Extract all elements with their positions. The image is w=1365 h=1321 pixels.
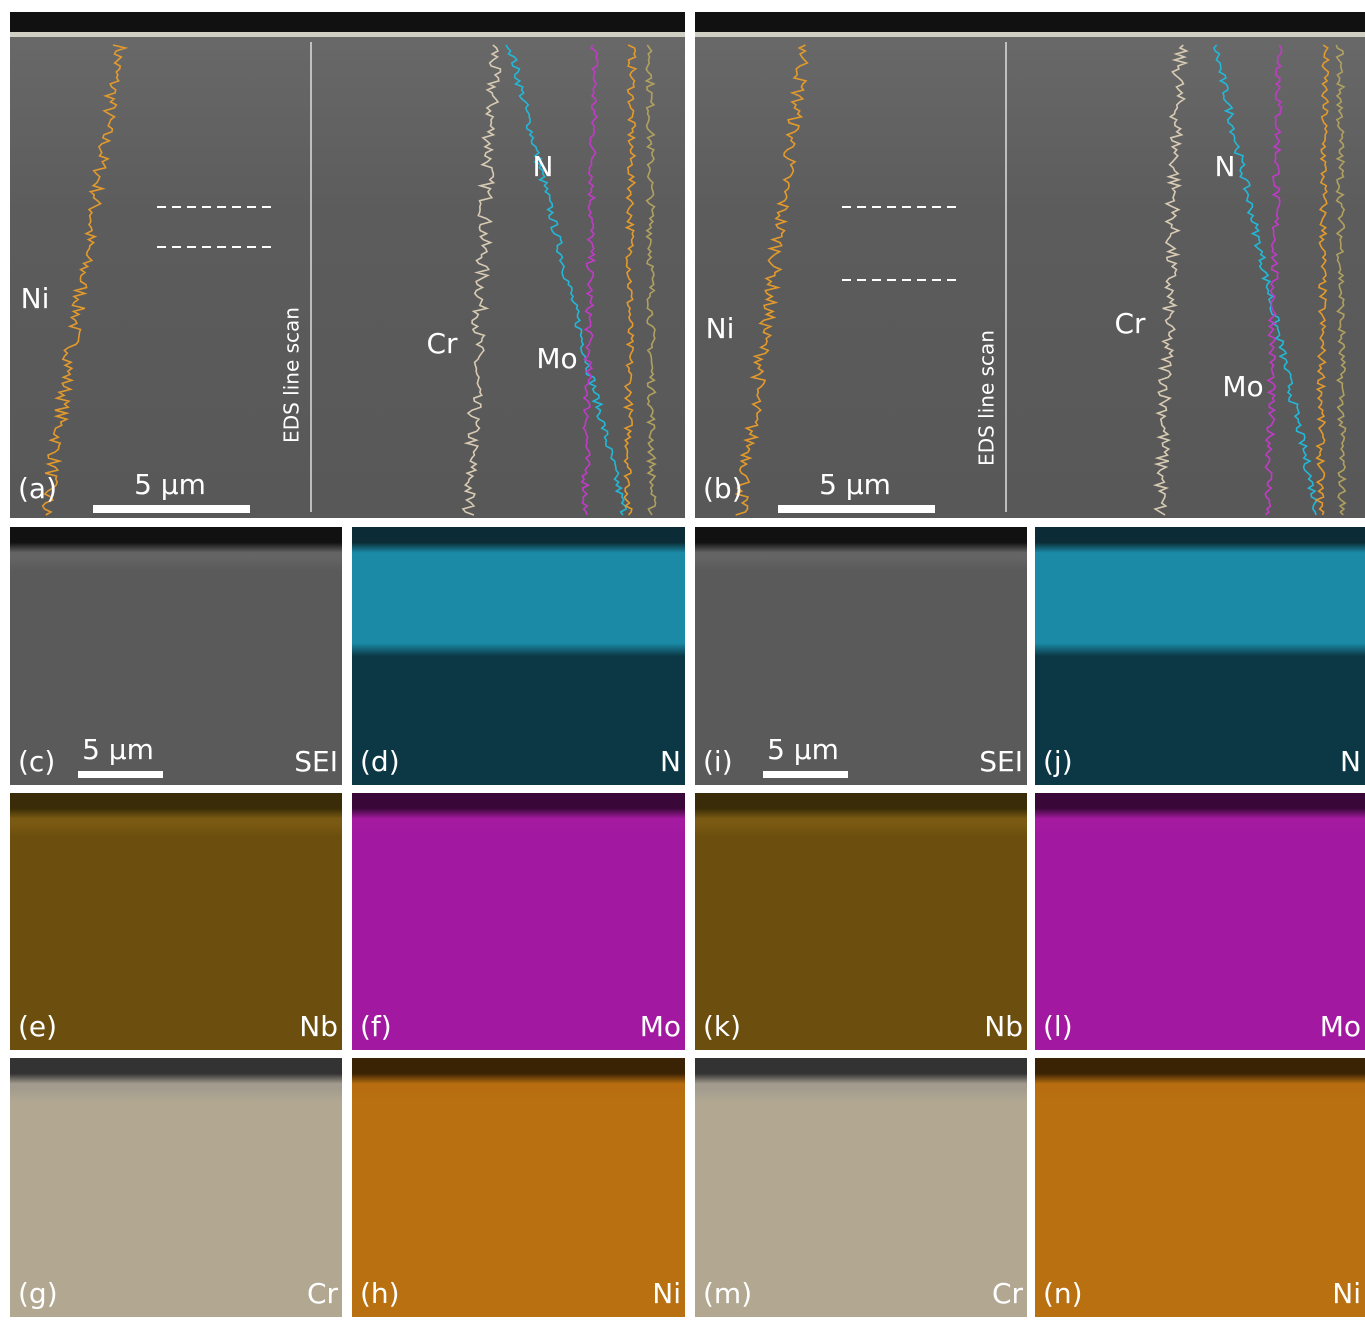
element-label: Ni — [21, 282, 50, 315]
element-name: Mo — [640, 1010, 681, 1043]
map-image — [1035, 793, 1365, 1050]
sem-image — [10, 12, 685, 518]
panel-label: (j) — [1043, 745, 1073, 778]
scale-bar-label: 5 μm — [134, 468, 206, 501]
panel-label: (n) — [1043, 1277, 1083, 1310]
element-label: Mo — [1222, 370, 1263, 403]
element-name: Nb — [299, 1010, 338, 1043]
map-image — [10, 527, 342, 785]
panel-label: (h) — [360, 1277, 400, 1310]
map-image — [352, 527, 685, 785]
element-name: N — [660, 745, 681, 778]
element-label: Cr — [426, 327, 458, 360]
element-label: Mo — [536, 342, 577, 375]
element-label: N — [533, 150, 554, 183]
element-name: Ni — [652, 1277, 681, 1310]
map-image — [352, 1058, 685, 1317]
scale-bar-label: 5 μm — [82, 733, 154, 766]
panel-label: (m) — [703, 1277, 752, 1310]
element-name: N — [1340, 745, 1361, 778]
scale-bar-label: 5 μm — [819, 468, 891, 501]
element-label: Ni — [706, 312, 735, 345]
map-image — [10, 793, 342, 1050]
map-image — [10, 1058, 342, 1317]
figure: Ni Cr N Mo EDS line scan (a) 5 μm Ni Cr N Mo EDS li… — [0, 0, 1365, 1317]
panel-label: (e) — [18, 1010, 57, 1043]
map-image — [352, 793, 685, 1050]
element-name: Ni — [1332, 1277, 1361, 1310]
sem-image — [695, 12, 1365, 518]
panel-label: (i) — [703, 745, 733, 778]
element-name: Cr — [307, 1277, 339, 1310]
panel-label: (a) — [18, 472, 57, 505]
surface-bright — [695, 32, 1365, 37]
element-name: Nb — [984, 1010, 1023, 1043]
panel-label: (k) — [703, 1010, 741, 1043]
line-scan-label: EDS line scan — [975, 330, 999, 466]
element-label: N — [1215, 150, 1236, 183]
line-scan-label: EDS line scan — [280, 307, 304, 443]
map-image — [695, 793, 1027, 1050]
panel-label: (g) — [18, 1277, 58, 1310]
element-name: Cr — [992, 1277, 1024, 1310]
element-name: SEI — [294, 745, 338, 778]
element-name: Mo — [1320, 1010, 1361, 1043]
map-image — [695, 527, 1027, 785]
surface-dark — [695, 12, 1365, 34]
panel-label: (c) — [18, 745, 55, 778]
panel-label: (b) — [703, 472, 743, 505]
map-image — [1035, 527, 1365, 785]
scale-bar — [778, 505, 935, 513]
scale-bar-label: 5 μm — [767, 733, 839, 766]
surface-dark — [10, 12, 685, 34]
scale-bar — [763, 771, 848, 778]
panel-label: (d) — [360, 745, 400, 778]
element-label: Cr — [1114, 307, 1146, 340]
surface-bright — [10, 32, 685, 37]
panel-label: (f) — [360, 1010, 392, 1043]
scale-bar — [78, 771, 163, 778]
panel-label: (l) — [1043, 1010, 1073, 1043]
scale-bar — [93, 505, 250, 513]
map-image — [1035, 1058, 1365, 1317]
element-name: SEI — [979, 745, 1023, 778]
